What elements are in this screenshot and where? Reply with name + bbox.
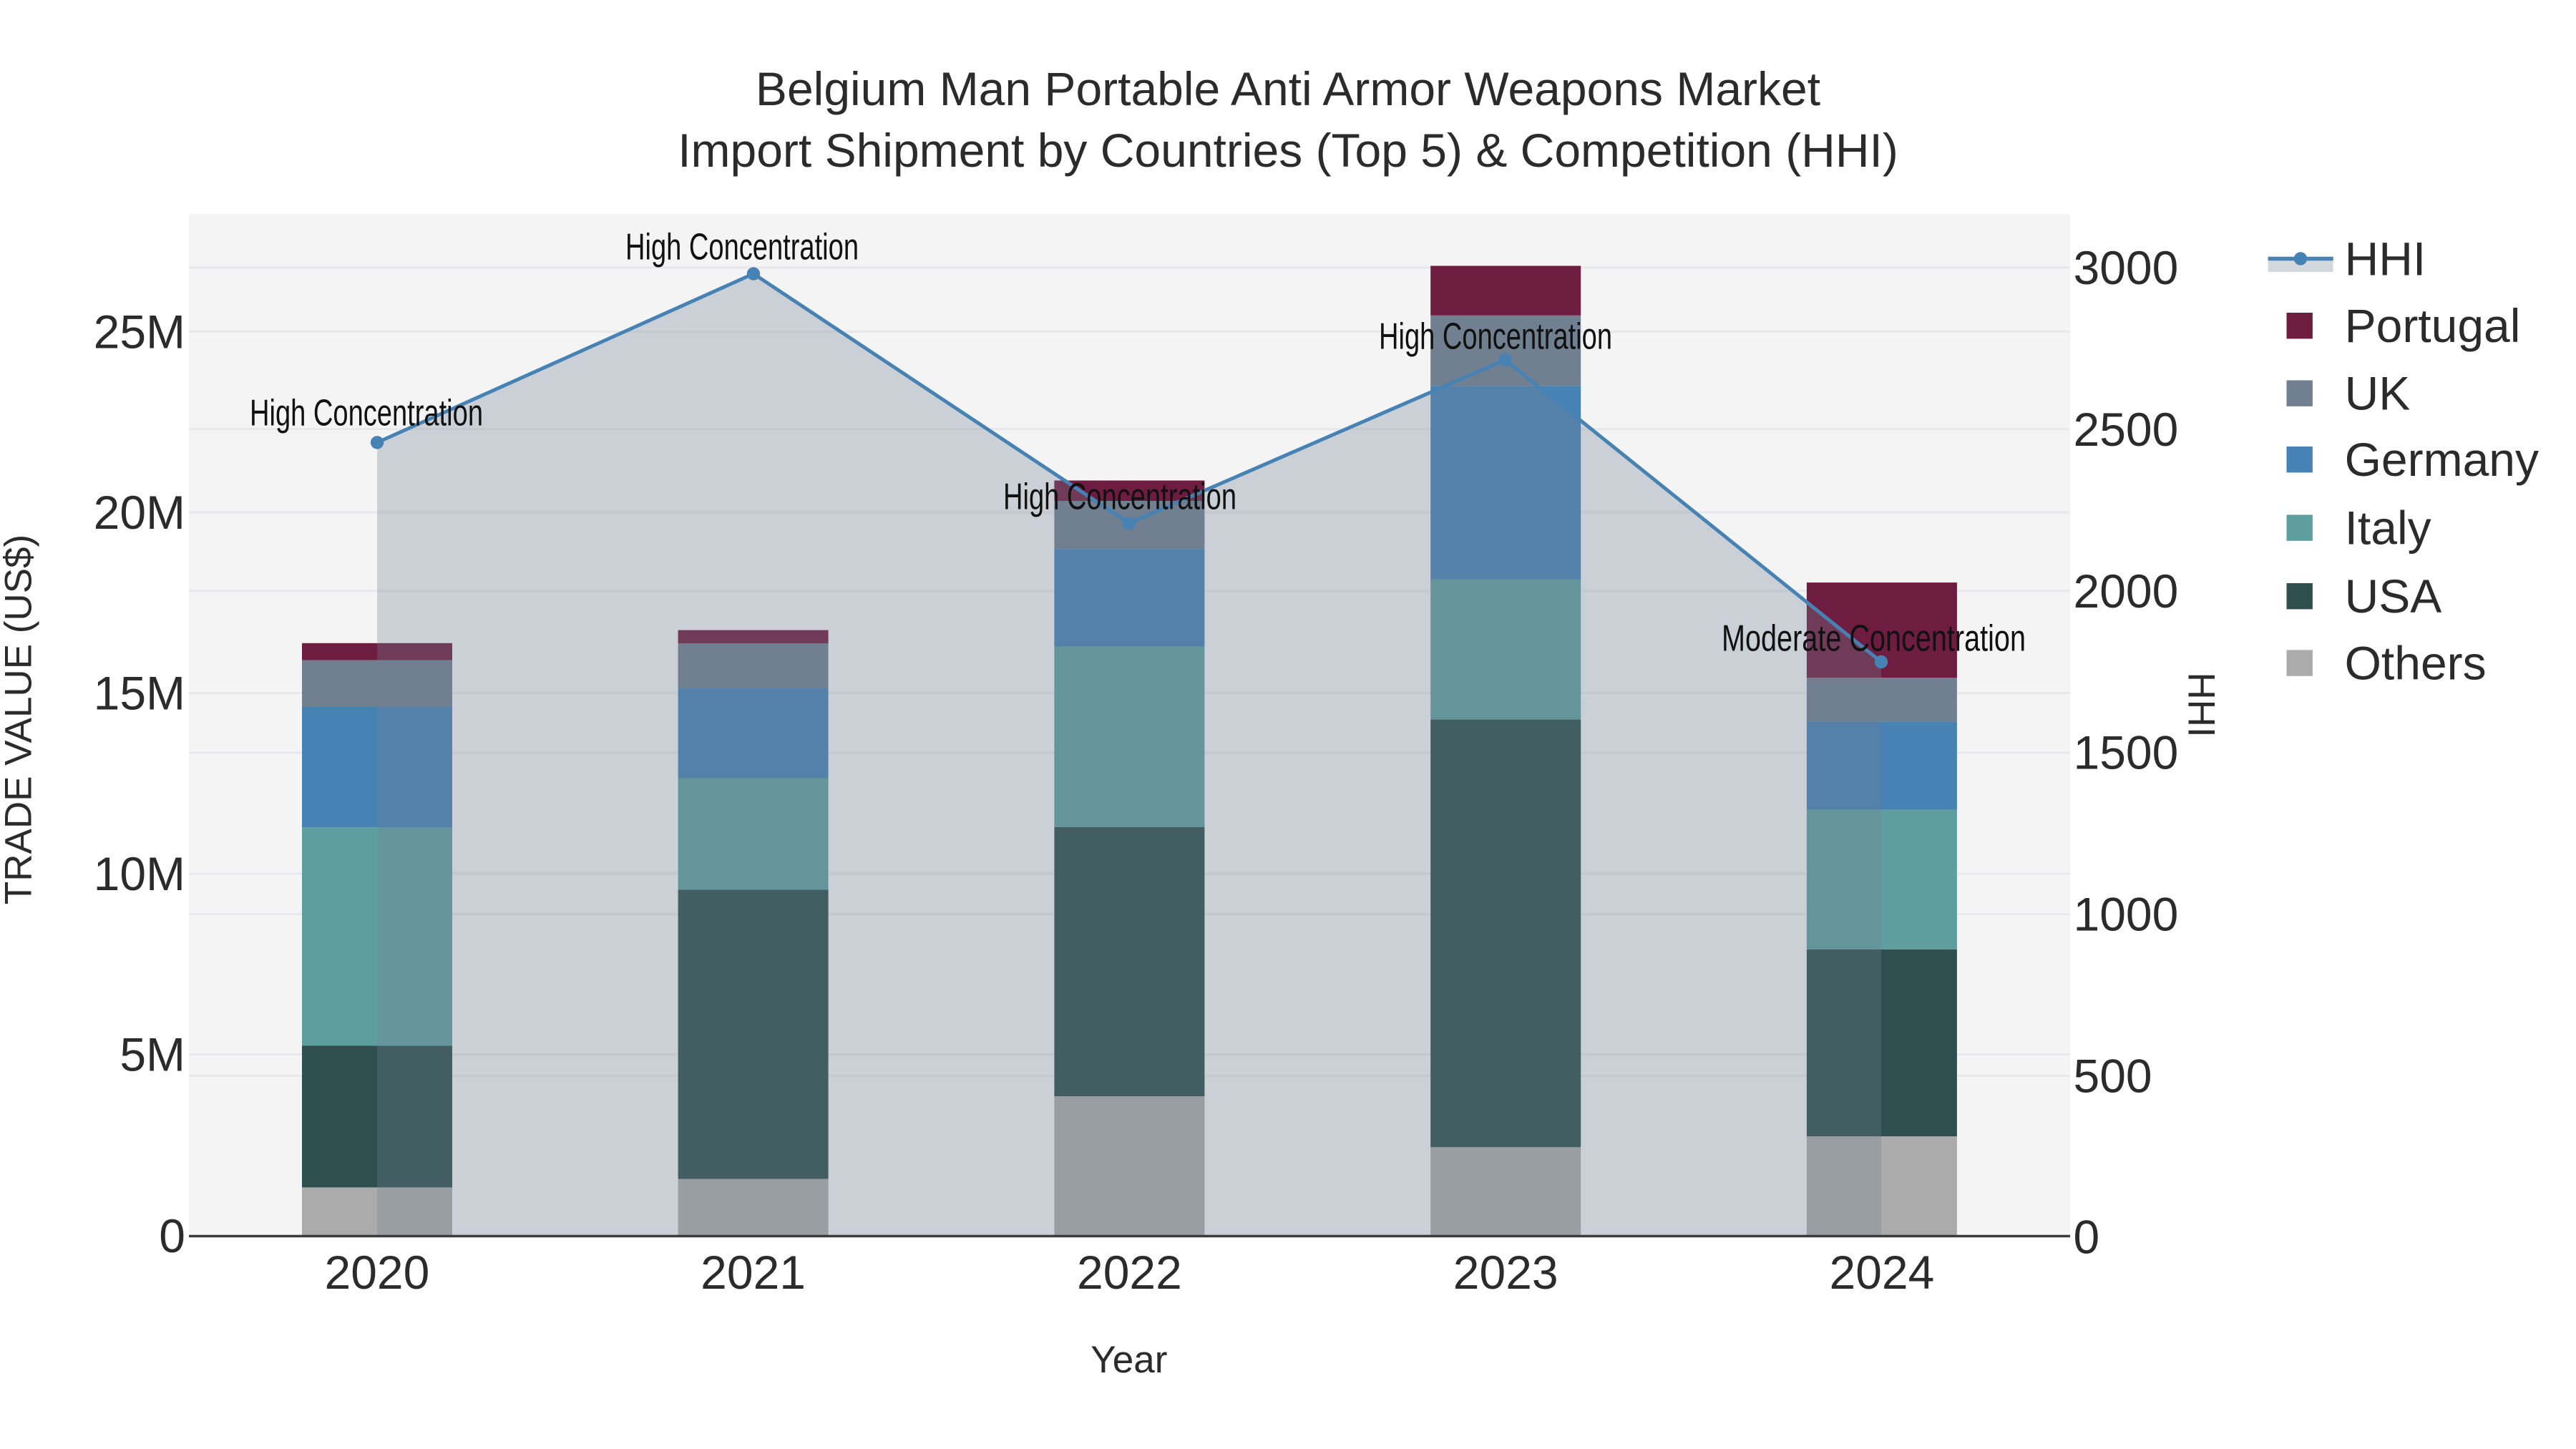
svg-text:USA: USA: [2345, 570, 2442, 623]
svg-text:3000: 3000: [2074, 241, 2179, 294]
svg-text:Import Shipment by Countries (: Import Shipment by Countries (Top 5) & C…: [678, 124, 1898, 177]
svg-text:20M: 20M: [94, 486, 185, 539]
svg-text:Moderate Concentration: Moderate Concentration: [1722, 618, 2026, 659]
svg-text:High Concentration: High Concentration: [625, 227, 859, 268]
svg-text:Belgium Man Portable Anti Armo: Belgium Man Portable Anti Armor Weapons …: [756, 62, 1820, 115]
svg-text:2022: 2022: [1077, 1246, 1182, 1299]
svg-text:2024: 2024: [1829, 1246, 1934, 1299]
svg-text:2023: 2023: [1453, 1246, 1558, 1299]
svg-text:0: 0: [2074, 1211, 2100, 1264]
svg-text:TRADE VALUE (US$): TRADE VALUE (US$): [0, 535, 40, 904]
svg-text:Germany: Germany: [2345, 433, 2539, 486]
svg-text:2020: 2020: [324, 1246, 429, 1299]
svg-text:5M: 5M: [119, 1028, 185, 1081]
svg-text:2021: 2021: [701, 1246, 806, 1299]
svg-text:UK: UK: [2345, 367, 2411, 420]
svg-text:Italy: Italy: [2345, 502, 2431, 555]
svg-text:0: 0: [159, 1209, 185, 1262]
svg-text:500: 500: [2074, 1050, 2152, 1103]
svg-text:Portugal: Portugal: [2345, 299, 2521, 352]
svg-text:10M: 10M: [94, 847, 185, 900]
svg-text:High Concentration: High Concentration: [1379, 316, 1612, 358]
svg-text:HHI: HHI: [2180, 672, 2223, 737]
svg-text:2000: 2000: [2074, 565, 2179, 618]
svg-text:Year: Year: [1091, 1339, 1167, 1381]
svg-text:High Concentration: High Concentration: [250, 392, 483, 434]
svg-text:2500: 2500: [2074, 403, 2179, 456]
svg-text:15M: 15M: [94, 667, 185, 720]
svg-text:1000: 1000: [2074, 888, 2179, 941]
svg-text:High Concentration: High Concentration: [1003, 477, 1236, 518]
svg-text:1500: 1500: [2074, 726, 2179, 779]
svg-text:Others: Others: [2345, 637, 2487, 690]
svg-text:25M: 25M: [94, 306, 185, 358]
svg-text:HHI: HHI: [2345, 232, 2426, 285]
